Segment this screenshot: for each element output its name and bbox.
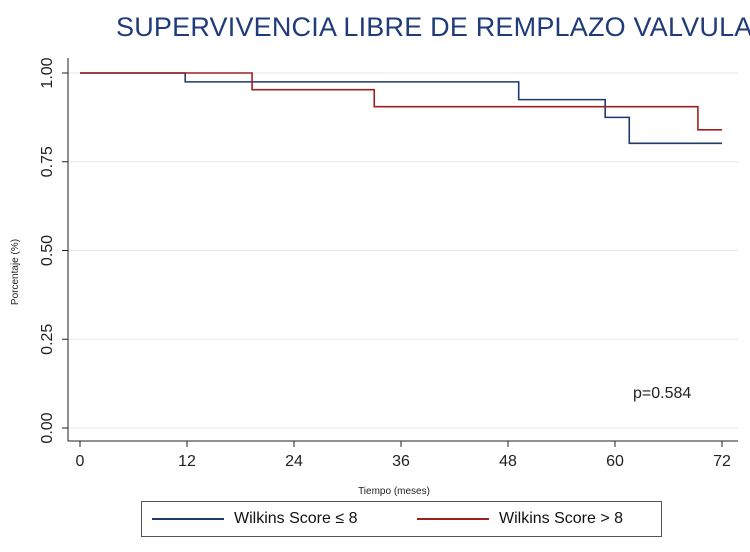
series-lines [80,72,722,145]
x-tick-label-0: 0 [76,453,85,470]
p-value-annotation: p=0.584 [633,385,691,402]
legend-item-series-0: Wilkins Score ≤ 8 [152,502,357,536]
y-tick-label-0: 0.00 [39,412,56,443]
x-tick-label-2: 24 [285,453,303,470]
x-tick-label-4: 48 [499,453,517,470]
legend-swatch-series-0 [152,518,224,520]
x-tick-label-3: 36 [392,453,410,470]
legend-item-series-1: Wilkins Score > 8 [417,502,623,536]
x-tick-label-1: 12 [178,453,196,470]
y-axis-title: Porcentaje (%) [10,239,21,305]
y-tick-label-1: 0.25 [39,324,56,355]
y-tick-label-4: 1.00 [39,57,56,88]
x-tick-label-6: 72 [713,453,731,470]
chart-title: SUPERVIVENCIA LIBRE DE REMPLAZO VALVULAR [116,12,750,42]
y-tick-label-3: 0.75 [39,146,56,177]
y-tick-label-2: 0.50 [39,235,56,266]
grid-lines [68,72,738,429]
axes: 0.00 0.25 0.50 0.75 1.00 0 12 24 36 48 60 72 [39,57,738,470]
km-chart: 0.00 0.25 0.50 0.75 1.00 0 12 24 36 48 60 72 p=0.58… [10,55,738,497]
legend-label-series-0: Wilkins Score ≤ 8 [234,510,358,527]
x-tick-label-5: 60 [606,453,624,470]
series-line-1 [80,72,722,131]
plot-area [68,55,738,441]
legend: Wilkins Score ≤ 8 Wilkins Score > 8 [141,501,662,537]
series-line-0 [80,72,722,145]
x-axis-title: Tiempo (meses) [358,486,430,497]
legend-swatch-series-1 [417,518,489,520]
legend-label-series-1: Wilkins Score > 8 [499,510,624,527]
